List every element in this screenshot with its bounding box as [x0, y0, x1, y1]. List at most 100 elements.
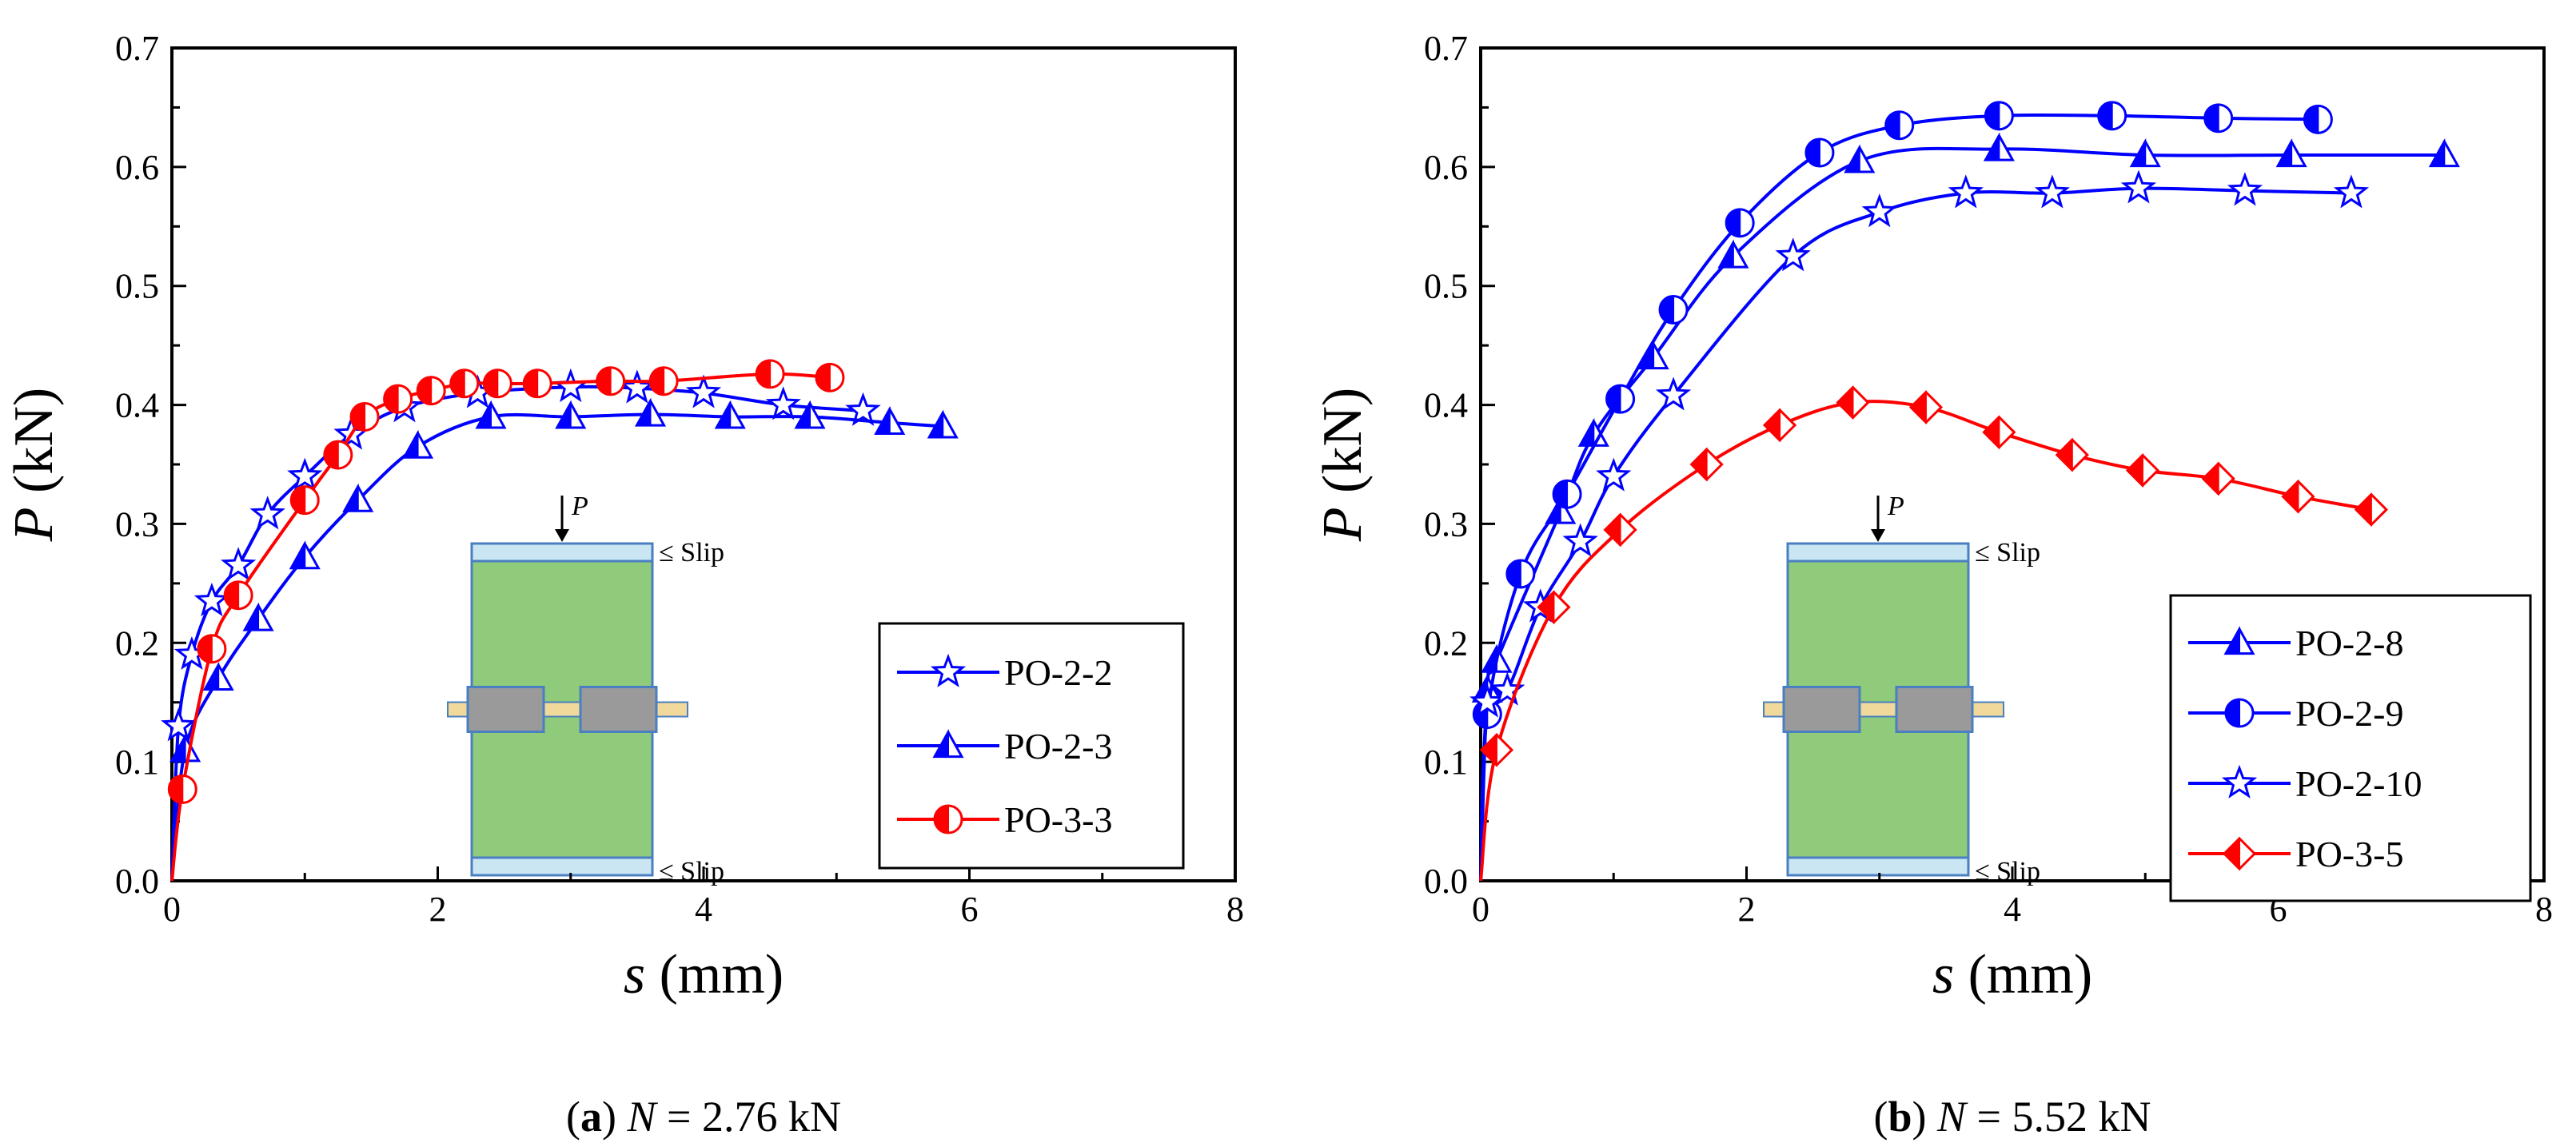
top-plate	[1786, 542, 1970, 563]
y-axis-label: P (kN)	[3, 388, 65, 542]
legend-label: PO-3-5	[2295, 834, 2403, 874]
data-point	[2203, 103, 2234, 133]
data-point	[815, 362, 845, 392]
data-point	[648, 366, 679, 396]
data-point	[2227, 172, 2263, 206]
data-point	[1884, 110, 1915, 141]
data-point	[169, 733, 201, 763]
data-point	[1469, 683, 1505, 718]
series-po-3-3	[167, 359, 845, 882]
data-point	[634, 397, 667, 427]
y-axis-label: P (kN)	[1312, 388, 1374, 542]
panel-caption: (b) N = 5.52 kN	[1874, 1093, 2151, 1141]
slip-label-top: ≤ Slip	[1975, 538, 2040, 568]
legend-item: PO-2-9	[2188, 693, 2403, 734]
load-arrowhead	[555, 529, 569, 542]
data-point	[1836, 385, 1870, 420]
y-tick-label: 0.2	[1424, 623, 1468, 663]
y-axis-symbol: P	[1312, 507, 1374, 542]
y-tick-label: 0.5	[1424, 267, 1468, 306]
data-point	[2333, 174, 2370, 209]
data-point	[794, 400, 826, 429]
legend-item: PO-2-2	[897, 652, 1112, 693]
data-point	[449, 368, 480, 399]
data-point	[874, 406, 906, 435]
y-tick-label: 0.3	[115, 504, 159, 544]
data-point	[1537, 590, 1571, 625]
legend-marker	[2221, 764, 2258, 799]
legend-item: PO-2-10	[2188, 763, 2422, 804]
y-tick-label: 0.0	[115, 862, 159, 901]
data-point	[1655, 376, 1692, 411]
x-tick-label: 6	[961, 890, 979, 929]
data-point	[1861, 193, 1897, 228]
legend-label: PO-3-3	[1004, 799, 1112, 840]
data-point	[289, 485, 320, 516]
left-connector	[1782, 686, 1861, 733]
data-point	[619, 369, 655, 404]
data-point	[2034, 174, 2070, 209]
inset-diagram: P≤ Slip≤ Slip	[1763, 492, 2040, 886]
x-axis-label: s (mm)	[1932, 944, 2092, 1006]
x-tick-label: 0	[1472, 890, 1489, 929]
x-axis-label: s (mm)	[624, 944, 784, 1006]
data-point	[1983, 132, 2015, 161]
data-point	[249, 496, 285, 530]
x-tick-label: 0	[163, 890, 181, 929]
bottom-plate	[470, 856, 654, 877]
data-point	[2281, 479, 2315, 514]
legend-label: PO-2-3	[1004, 726, 1112, 767]
data-point	[714, 400, 746, 429]
data-point	[2125, 453, 2160, 488]
x-axis-symbol: s	[624, 944, 645, 1006]
load-arrowhead	[1871, 529, 1885, 542]
data-point	[383, 384, 413, 414]
caption-param: N	[1936, 1093, 1968, 1141]
caption-paren-open: (	[566, 1093, 580, 1141]
panel-label: b	[1888, 1093, 1912, 1141]
data-point	[193, 582, 229, 617]
data-point	[349, 401, 380, 432]
data-point	[2129, 138, 2161, 168]
y-axis-unit: (kN)	[1312, 388, 1374, 508]
y-tick-label: 0.4	[115, 386, 159, 425]
y-tick-label: 0.6	[115, 148, 159, 187]
data-point	[927, 409, 959, 439]
y-tick-label: 0.0	[1424, 862, 1468, 901]
data-point	[2097, 101, 2127, 131]
right-connector	[1895, 686, 1974, 733]
data-point	[1908, 390, 1944, 424]
data-point	[1717, 239, 1749, 269]
series-po-2-2	[161, 368, 881, 882]
data-point	[1596, 457, 1632, 492]
legend-label: PO-2-8	[2295, 623, 2403, 663]
data-point	[2275, 138, 2307, 168]
x-tick-label: 8	[1226, 890, 1244, 929]
legend-marker	[930, 653, 967, 687]
panel-caption: (a) N = 2.76 kN	[566, 1093, 841, 1141]
data-point	[1552, 479, 1582, 509]
series-po-2-3	[169, 397, 959, 882]
inset-diagram: P≤ Slip≤ Slip	[447, 492, 724, 886]
x-axis-symbol: s	[1932, 944, 1954, 1006]
data-point	[161, 707, 197, 742]
caption-paren-close: )	[602, 1093, 627, 1141]
y-tick-label: 0.7	[1424, 29, 1468, 68]
data-point	[1505, 559, 1536, 589]
legend-marker	[933, 804, 963, 834]
data-point	[323, 440, 353, 470]
bottom-plate	[1786, 856, 1970, 877]
data-point	[402, 429, 434, 459]
data-point	[555, 400, 587, 429]
data-point	[475, 400, 507, 429]
data-point	[1982, 415, 2016, 450]
data-point	[1844, 144, 1876, 173]
x-axis-unit: (mm)	[1954, 944, 2092, 1006]
caption-value: = 2.76 kN	[656, 1093, 841, 1141]
y-axis-unit: (kN)	[3, 388, 65, 508]
slip-label-top: ≤ Slip	[659, 538, 724, 568]
legend-label: PO-2-2	[1004, 652, 1112, 693]
caption-paren-open: (	[1874, 1093, 1888, 1141]
